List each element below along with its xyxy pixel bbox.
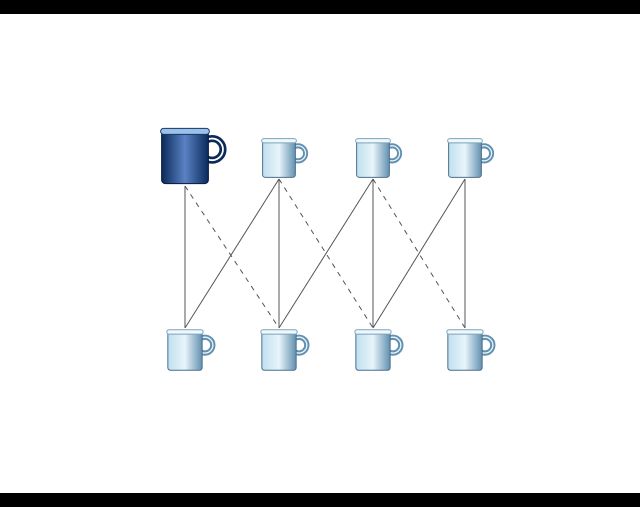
letterbox-background — [0, 14, 640, 493]
mug-network-diagram — [0, 0, 640, 507]
